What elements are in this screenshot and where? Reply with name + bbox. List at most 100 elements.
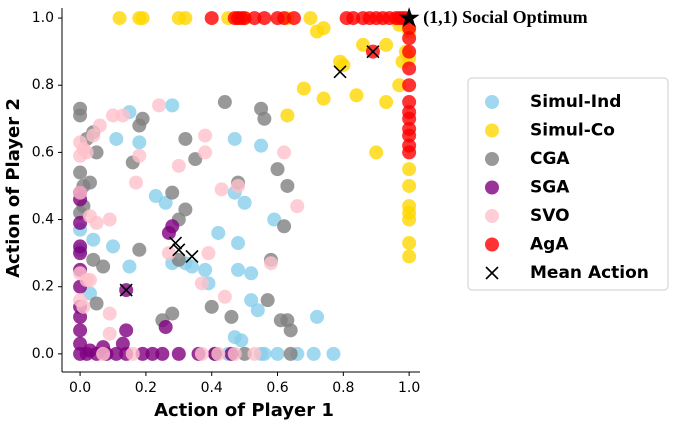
- point: [280, 108, 295, 123]
- point: [204, 11, 219, 26]
- point: [152, 98, 167, 113]
- point: [244, 293, 259, 308]
- point: [283, 346, 298, 361]
- point: [135, 11, 150, 26]
- point: [250, 303, 265, 318]
- point: [148, 189, 163, 204]
- point: [158, 320, 173, 335]
- point: [402, 95, 417, 110]
- point: [402, 31, 417, 46]
- point: [79, 145, 94, 160]
- y-tick-label: 0.0: [32, 346, 54, 362]
- point: [296, 81, 311, 96]
- legend-label: SVO: [530, 206, 570, 226]
- point: [227, 131, 242, 146]
- point: [402, 178, 417, 193]
- y-tick-label: 0.2: [32, 279, 54, 295]
- point: [333, 54, 348, 69]
- point: [178, 11, 193, 26]
- point: [290, 199, 305, 214]
- point: [310, 309, 325, 324]
- point: [109, 346, 124, 361]
- point: [277, 145, 292, 160]
- point: [132, 242, 147, 257]
- y-tick-label: 0.6: [32, 144, 54, 160]
- point: [369, 145, 384, 160]
- point: [112, 11, 127, 26]
- point: [303, 11, 318, 26]
- point: [73, 185, 88, 200]
- point: [171, 158, 186, 173]
- point: [158, 195, 173, 210]
- point: [485, 180, 499, 195]
- point: [155, 346, 170, 361]
- point: [86, 128, 101, 143]
- point: [115, 336, 130, 351]
- y-axis-label: Action of Player 2: [3, 98, 24, 278]
- point: [82, 286, 97, 301]
- point: [119, 323, 134, 338]
- point: [178, 202, 193, 217]
- y-tick-label: 1.0: [32, 10, 54, 26]
- legend-label: Simul-Co: [530, 121, 615, 141]
- point: [217, 289, 232, 304]
- point: [198, 145, 213, 160]
- point: [106, 108, 121, 123]
- point: [204, 299, 219, 314]
- point: [73, 108, 88, 123]
- point: [109, 131, 124, 146]
- mean-marker: [119, 283, 133, 297]
- point: [270, 162, 285, 177]
- point: [73, 165, 88, 180]
- point: [392, 78, 407, 93]
- point: [231, 262, 246, 277]
- point: [165, 98, 180, 113]
- point: [82, 272, 97, 287]
- star-marker: [398, 7, 420, 27]
- annotation: (1,1) Social Optimum: [423, 7, 588, 28]
- x-tick-label: 0.8: [332, 380, 354, 396]
- point: [125, 346, 140, 361]
- legend-box: [467, 77, 669, 291]
- point: [86, 252, 101, 267]
- point: [224, 309, 239, 324]
- point: [260, 293, 275, 308]
- point: [379, 95, 394, 110]
- point: [277, 219, 292, 234]
- mean-marker: [185, 249, 199, 264]
- point: [247, 11, 262, 26]
- point: [485, 152, 499, 166]
- point: [89, 296, 104, 311]
- point: [82, 343, 97, 358]
- point: [227, 330, 242, 345]
- point: [73, 323, 88, 338]
- point: [96, 346, 111, 361]
- point: [106, 239, 121, 254]
- point: [402, 44, 417, 59]
- mean-marker: [485, 266, 499, 280]
- point: [115, 108, 130, 123]
- point: [402, 145, 417, 160]
- point: [306, 346, 321, 361]
- point: [73, 215, 88, 230]
- point: [485, 237, 499, 252]
- point: [178, 131, 193, 146]
- legend-label: SGA: [530, 178, 570, 198]
- point: [135, 111, 150, 126]
- point: [257, 111, 272, 126]
- y-tick-label: 0.4: [32, 212, 54, 228]
- legend-label: CGA: [530, 149, 570, 169]
- point: [188, 152, 203, 167]
- x-tick-label: 0.4: [201, 380, 223, 396]
- point: [171, 346, 186, 361]
- mean-marker: [366, 45, 380, 59]
- point: [237, 195, 252, 210]
- point: [402, 61, 417, 76]
- point: [184, 259, 199, 274]
- point: [102, 326, 117, 341]
- point: [132, 148, 147, 163]
- point: [485, 95, 499, 109]
- point: [132, 135, 147, 150]
- point: [257, 11, 272, 26]
